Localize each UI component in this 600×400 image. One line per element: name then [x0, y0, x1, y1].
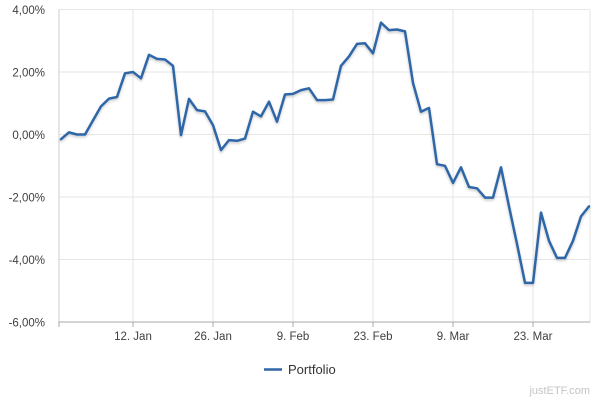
- legend-item-portfolio[interactable]: Portfolio: [264, 362, 336, 377]
- portfolio-line-series[interactable]: [59, 21, 591, 285]
- x-tick-label: 9. Mar: [437, 331, 470, 343]
- x-tick-label: 12. Jan: [114, 331, 152, 343]
- y-tick-label: 2,00%: [12, 68, 45, 80]
- y-tick-label: 4,00%: [12, 5, 45, 17]
- y-tick-label: -2,00%: [9, 193, 45, 205]
- y-axis-labels: 4,00% 2,00% 0,00% -2,00% -4,00% -6,00%: [9, 5, 45, 330]
- watermark: justETF.com: [528, 385, 590, 397]
- x-axis-labels: 12. Jan 26. Jan 9. Feb 23. Feb 9. Mar 23…: [114, 331, 553, 343]
- x-tick-label: 26. Jan: [194, 331, 232, 343]
- legend-label: Portfolio: [288, 362, 336, 377]
- y-tick-label: -4,00%: [9, 255, 45, 267]
- x-tick-label: 23. Mar: [514, 331, 553, 343]
- y-tick-label: -6,00%: [9, 318, 45, 330]
- x-tick-label: 23. Feb: [354, 331, 393, 343]
- plot-grid: [58, 9, 591, 327]
- x-tick-label: 9. Feb: [277, 331, 310, 343]
- y-tick-label: 0,00%: [12, 130, 45, 142]
